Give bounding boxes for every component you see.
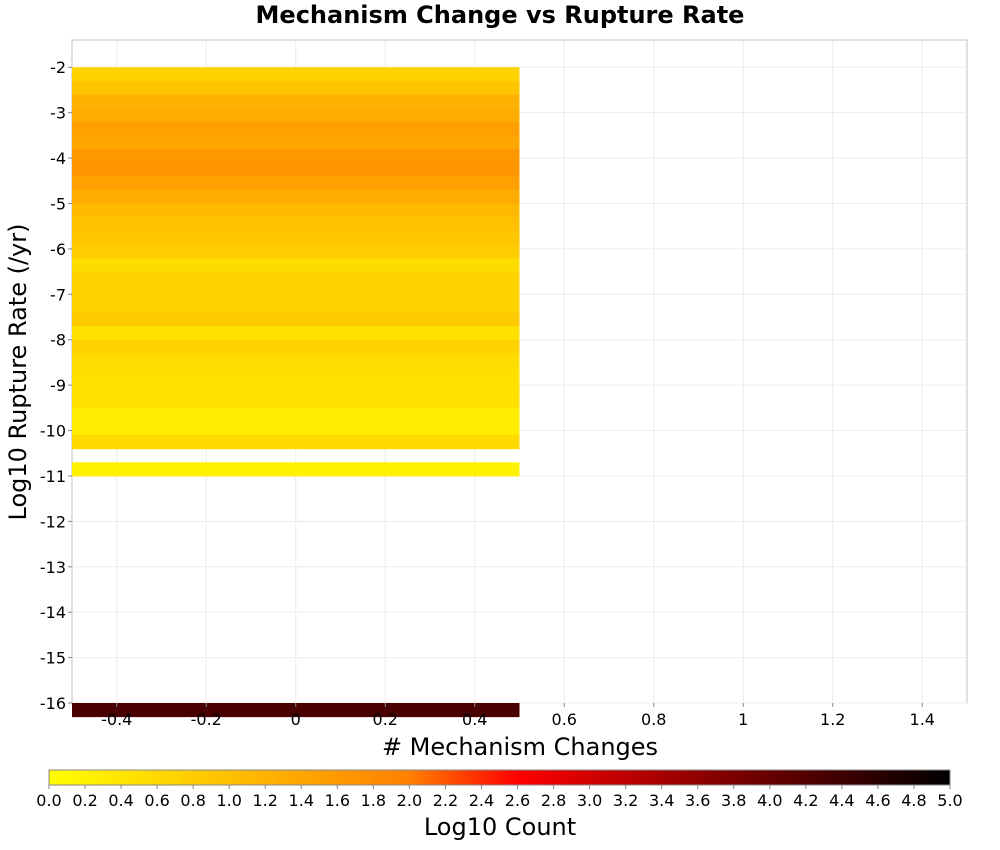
heatmap-cell bbox=[72, 703, 520, 718]
heatmap-cell bbox=[72, 230, 520, 245]
colorbar-tick-label: 4.2 bbox=[793, 791, 818, 810]
colorbar-label: Log10 Count bbox=[424, 813, 576, 841]
y-tick-label: -6 bbox=[50, 240, 66, 259]
colorbar-tick-label: 1.2 bbox=[253, 791, 278, 810]
colorbar-tick-label: 3.4 bbox=[649, 791, 674, 810]
heatmap-cell bbox=[72, 244, 520, 259]
colorbar-tick-label: 1.8 bbox=[361, 791, 386, 810]
colorbar-tick-label: 4.0 bbox=[757, 791, 782, 810]
heatmap-cell bbox=[72, 94, 520, 109]
y-axis-label: Log10 Rupture Rate (/yr) bbox=[4, 224, 32, 521]
y-tick-label: -7 bbox=[50, 285, 66, 304]
colorbar-tick-label: 5.0 bbox=[937, 791, 962, 810]
heatmap-cell bbox=[72, 366, 520, 382]
colorbar bbox=[48, 769, 951, 786]
heatmap-cell bbox=[72, 121, 520, 136]
colorbar-tick-label: 0.8 bbox=[180, 791, 205, 810]
x-tick-label: 1.4 bbox=[910, 710, 935, 729]
y-tick-label: -11 bbox=[40, 467, 66, 486]
colorbar-tick-label: 4.6 bbox=[865, 791, 890, 810]
heatmap-cells bbox=[72, 67, 520, 718]
colorbar-tick-label: 2.8 bbox=[541, 791, 566, 810]
heatmap-cell bbox=[72, 217, 520, 232]
y-tick-label: -5 bbox=[50, 194, 66, 213]
colorbar-tick-label: 3.8 bbox=[721, 791, 746, 810]
heatmap-cell bbox=[72, 380, 520, 395]
x-tick-label: 0.4 bbox=[462, 710, 487, 729]
x-axis-ticks: -0.4 -0.2 0 0.2 0.4 0.6 0.8 1 1.2 1.4 bbox=[101, 703, 935, 729]
heatmap-cell bbox=[72, 108, 520, 123]
x-tick-label: 0 bbox=[291, 710, 301, 729]
heatmap-cell bbox=[72, 421, 520, 436]
heatmap-cell bbox=[72, 326, 520, 341]
heatmap-cell bbox=[72, 257, 520, 273]
colorbar-tick-label: 2.6 bbox=[505, 791, 530, 810]
y-tick-label: -13 bbox=[40, 558, 66, 577]
heatmap-cell bbox=[72, 162, 520, 177]
x-tick-label: 0.6 bbox=[552, 710, 577, 729]
heatmap-cell bbox=[72, 407, 520, 422]
colorbar-tick-label: 0.4 bbox=[108, 791, 133, 810]
y-tick-label: -16 bbox=[40, 694, 66, 713]
heatmap-cell bbox=[72, 435, 520, 450]
colorbar-tick-label: 1.0 bbox=[216, 791, 241, 810]
y-tick-label: -2 bbox=[50, 58, 66, 77]
x-tick-label: -0.2 bbox=[191, 710, 222, 729]
x-tick-label: 1 bbox=[738, 710, 748, 729]
y-tick-label: -14 bbox=[40, 603, 66, 622]
y-tick-label: -15 bbox=[40, 649, 66, 668]
colorbar-tick-label: 2.0 bbox=[397, 791, 422, 810]
x-tick-label: 0.2 bbox=[373, 710, 398, 729]
colorbar-tick-label: 4.4 bbox=[829, 791, 854, 810]
colorbar-tick-label: 4.8 bbox=[901, 791, 926, 810]
heatmap-cell bbox=[72, 312, 520, 327]
x-tick-label: 1.2 bbox=[820, 710, 845, 729]
y-tick-label: -10 bbox=[40, 422, 66, 441]
heatmap-cell bbox=[72, 339, 520, 354]
colorbar-tick-label: 2.2 bbox=[433, 791, 458, 810]
x-tick-label: -0.4 bbox=[101, 710, 132, 729]
y-tick-label: -8 bbox=[50, 331, 66, 350]
y-axis-ticks: -2 -3 -4 -5 -6 -7 -8 -9 -10 -11 -12 -13 -14 -15 -16 bbox=[40, 58, 72, 713]
colorbar-tick-label: 2.4 bbox=[469, 791, 494, 810]
colorbar-tick-label: 1.4 bbox=[289, 791, 314, 810]
heatmap-cell bbox=[72, 80, 520, 95]
colorbar-ticks: 0.0 0.2 0.4 0.6 0.8 1.0 1.2 1.4 1.6 1.8 2.0 2.2 2.4 2… bbox=[36, 785, 963, 810]
heatmap-cell bbox=[72, 176, 520, 191]
heatmap-cell bbox=[72, 189, 520, 204]
heatmap-cell bbox=[72, 298, 520, 313]
heatmap-cell bbox=[72, 271, 520, 286]
heatmap-cell bbox=[72, 353, 520, 368]
colorbar-tick-label: 0.6 bbox=[144, 791, 169, 810]
colorbar-tick-label: 3.6 bbox=[685, 791, 710, 810]
heatmap-cell bbox=[72, 394, 520, 409]
heatmap-cell bbox=[72, 135, 520, 150]
y-tick-label: -9 bbox=[50, 376, 66, 395]
heatmap-cell bbox=[72, 462, 520, 477]
heatmap-cell bbox=[72, 67, 520, 82]
heatmap-cell bbox=[72, 285, 520, 300]
colorbar-tick-label: 0.2 bbox=[72, 791, 97, 810]
y-tick-label: -4 bbox=[50, 149, 66, 168]
x-axis-label: # Mechanism Changes bbox=[382, 733, 658, 761]
y-tick-label: -3 bbox=[50, 104, 66, 123]
colorbar-tick-label: 3.2 bbox=[613, 791, 638, 810]
x-tick-label: 0.8 bbox=[641, 710, 666, 729]
colorbar-tick-label: 1.6 bbox=[325, 791, 350, 810]
colorbar-tick-label: 3.0 bbox=[577, 791, 602, 810]
heatmap-cell bbox=[72, 148, 520, 164]
colorbar-tick-label: 0.0 bbox=[36, 791, 61, 810]
chart-title: Mechanism Change vs Rupture Rate bbox=[256, 1, 745, 29]
heatmap-cell bbox=[72, 203, 520, 218]
y-tick-label: -12 bbox=[40, 512, 66, 531]
